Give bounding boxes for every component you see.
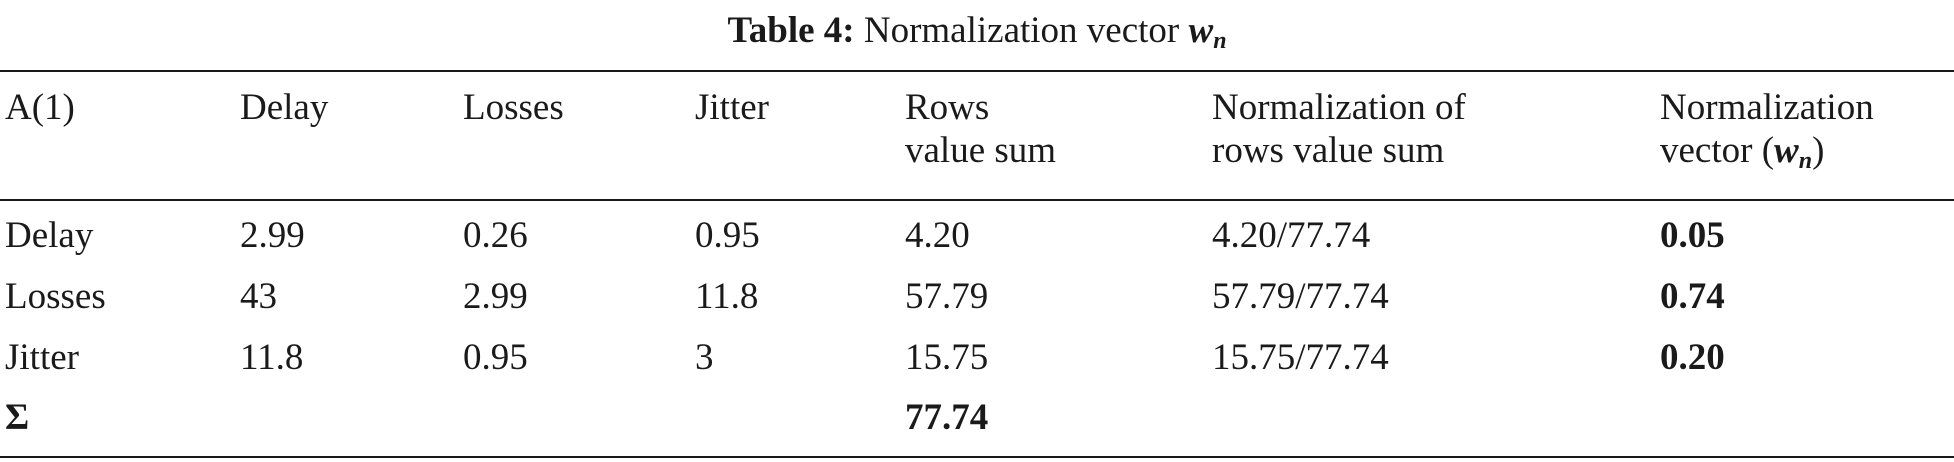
caption-symbol: w [1188,10,1214,51]
header-normalization-of-rows-line2: rows value sum [1212,130,1445,171]
row-delay-label: Delay [5,215,94,256]
header-rows-value-sum-line1: Rows [905,87,990,128]
header-a1: A(1) [5,87,75,128]
row-delay-normalization: 4.20/77.74 [1212,215,1371,256]
row-losses-sum: 57.79 [905,276,989,317]
header-delay: Delay [240,87,329,128]
caption-subscript: n [1213,28,1227,54]
row-losses-jitter: 11.8 [695,276,759,317]
row-delay-jitter: 0.95 [695,215,760,256]
header-normalization-vector-suffix: ) [1812,130,1825,171]
row-jitter-sum: 15.75 [905,337,989,378]
row-delay-delay: 2.99 [240,215,305,256]
header-rows-value-sum-line2: value sum [905,130,1057,171]
row-delay-sum: 4.20 [905,215,970,256]
row-jitter-losses: 0.95 [463,337,528,378]
row-jitter-vector: 0.20 [1660,337,1725,378]
total-sum: 77.74 [905,397,989,438]
row-losses-losses: 2.99 [463,276,528,317]
header-losses: Losses [463,87,564,128]
header-normalization-of-rows: Normalization of rows value sum [1212,86,1466,172]
row-losses-vector: 0.74 [1660,276,1725,317]
table-header-rule [0,199,1954,201]
header-jitter: Jitter [695,87,769,128]
row-losses-label: Losses [5,276,106,317]
row-losses-delay: 43 [240,276,277,317]
caption-text: Normalization vector [863,10,1180,51]
header-normalization-vector-prefix: vector ( [1660,130,1775,171]
header-rows-value-sum: Rows value sum [905,86,1056,172]
table-bottom-rule [0,456,1954,458]
row-jitter-delay: 11.8 [240,337,304,378]
row-losses-normalization: 57.79/77.74 [1212,276,1389,317]
header-normalization-vector-symbol: w [1774,130,1799,171]
total-label: Σ [5,397,30,438]
table-caption: Table 4: Normalization vector wn [0,8,1954,64]
header-normalization-vector: Normalization vector (wn) [1660,86,1874,183]
row-jitter-label: Jitter [5,337,79,378]
row-delay-losses: 0.26 [463,215,528,256]
row-delay-vector: 0.05 [1660,215,1725,256]
header-normalization-vector-subscript: n [1798,148,1813,174]
table-top-rule [0,70,1954,72]
caption-label: Table 4: [727,10,855,51]
row-jitter-normalization: 15.75/77.74 [1212,337,1389,378]
header-normalization-vector-line1: Normalization [1660,87,1874,128]
row-jitter-jitter: 3 [695,337,714,378]
header-normalization-of-rows-line1: Normalization of [1212,87,1466,128]
header-normalization-vector-line2: vector (wn) [1660,129,1874,183]
